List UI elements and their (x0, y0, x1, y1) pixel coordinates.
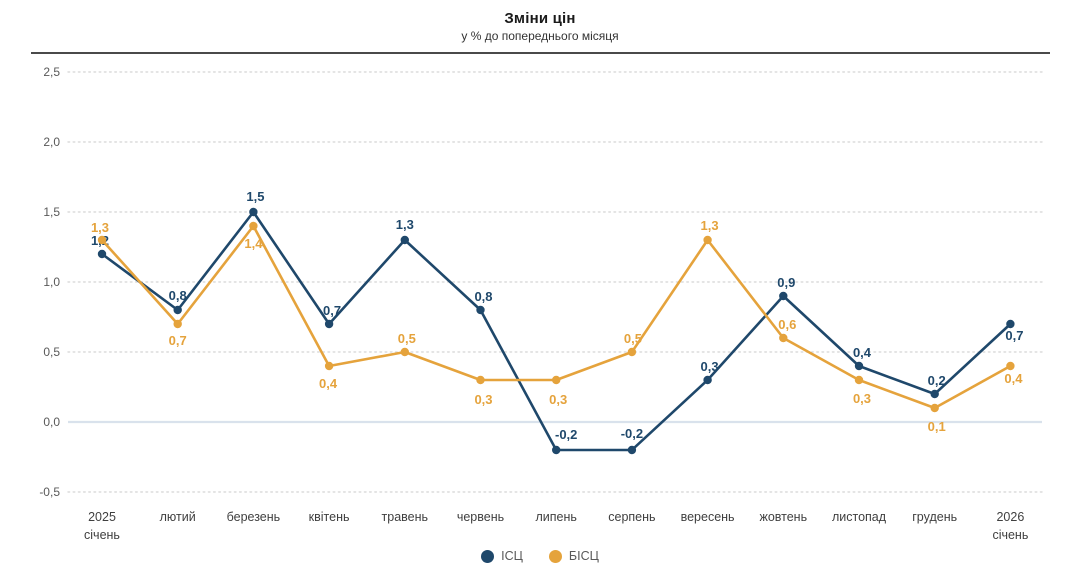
x-tick-label: вересень (681, 510, 735, 524)
x-tick-label: травень (382, 510, 429, 524)
series-point-1 (779, 333, 788, 343)
y-tick-label: 2,5 (43, 65, 60, 79)
data-label-0: 0,4 (853, 345, 872, 360)
data-label-1: 1,4 (244, 236, 263, 251)
y-tick-label: 0,5 (43, 345, 60, 359)
y-tick-label: -0,5 (39, 485, 60, 499)
chart-legend: ІСЦ БІСЦ (0, 549, 1080, 563)
chart-title: Зміни цін (504, 10, 576, 27)
data-label-1: 1,3 (91, 220, 109, 235)
data-label-1: 0,1 (928, 419, 946, 434)
x-tick-label: серпень (608, 510, 655, 524)
data-label-0: 1,3 (396, 217, 414, 232)
x-tick-label: грудень (912, 510, 957, 524)
data-label-1: 0,5 (624, 331, 642, 346)
legend-dot-icc-icon (481, 549, 495, 563)
data-label-1: 0,7 (169, 333, 187, 348)
series-point-0 (400, 235, 409, 245)
y-tick-label: 1,0 (43, 275, 60, 289)
legend-item-icc: ІСЦ (481, 549, 523, 563)
data-label-0: 0,7 (323, 303, 341, 318)
series-point-1 (627, 347, 637, 357)
data-label-1: 1,3 (701, 218, 719, 233)
y-tick-label: 2,0 (43, 135, 60, 149)
legend-label-bicc: БІСЦ (568, 549, 599, 563)
series-point-0 (552, 445, 561, 455)
data-label-1: 0,3 (474, 392, 492, 407)
chart-subtitle: у % до попереднього місяця (461, 29, 619, 43)
x-tick-label: лютий (160, 510, 196, 524)
x-tick-label: 2026 січень (992, 510, 1028, 542)
x-tick-label: березень (227, 510, 281, 524)
data-label-1: 0,4 (1004, 371, 1023, 386)
data-label-1: 0,3 (549, 392, 567, 407)
data-label-0: -0,2 (555, 427, 577, 442)
y-tick-label: 0,0 (43, 415, 60, 429)
series-point-0 (1006, 319, 1015, 329)
x-tick-label: листопад (832, 510, 887, 524)
series-point-0 (97, 249, 107, 259)
series-point-1 (400, 347, 409, 357)
x-tick-label: липень (535, 510, 576, 524)
data-label-1: 0,5 (398, 331, 416, 346)
series-point-1 (97, 235, 107, 245)
series-point-1 (930, 403, 939, 413)
data-label-1: 0,4 (319, 376, 338, 391)
series-point-0 (930, 389, 939, 399)
legend-dot-bicc-icon (548, 549, 562, 563)
data-label-0: 0,8 (169, 288, 187, 303)
data-label-0: 0,2 (928, 373, 946, 388)
data-label-0: 0,7 (1005, 328, 1023, 343)
series-point-1 (854, 375, 864, 385)
series-point-1 (476, 375, 485, 385)
data-label-1: 0,6 (778, 317, 796, 332)
header-divider (31, 52, 1050, 54)
series-point-0 (703, 375, 712, 385)
x-tick-label: жовтень (759, 510, 807, 524)
series-point-1 (1006, 361, 1015, 371)
series-point-1 (552, 375, 561, 385)
series-point-1 (173, 319, 182, 329)
x-tick-label: 2025 січень (84, 510, 120, 542)
data-label-0: -0,2 (621, 426, 643, 441)
series-point-1 (249, 221, 258, 231)
data-label-0: 1,5 (246, 189, 264, 204)
data-label-0: 0,9 (777, 275, 795, 290)
series-point-0 (854, 361, 864, 371)
series-point-0 (779, 291, 788, 301)
series-point-0 (476, 305, 485, 315)
data-label-0: 0,8 (474, 289, 492, 304)
y-tick-label: 1,5 (43, 205, 60, 219)
x-tick-label: квітень (309, 510, 350, 524)
series-point-0 (324, 319, 334, 329)
series-point-0 (173, 305, 182, 315)
data-label-0: 0,3 (701, 359, 719, 374)
series-point-1 (324, 361, 334, 371)
series-point-0 (627, 445, 637, 455)
data-label-1: 0,3 (853, 391, 871, 406)
legend-label-icc: ІСЦ (501, 549, 523, 563)
series-point-0 (249, 207, 258, 217)
legend-item-bicc: БІСЦ (548, 549, 599, 563)
x-tick-label: червень (457, 510, 504, 524)
series-point-1 (703, 235, 712, 245)
